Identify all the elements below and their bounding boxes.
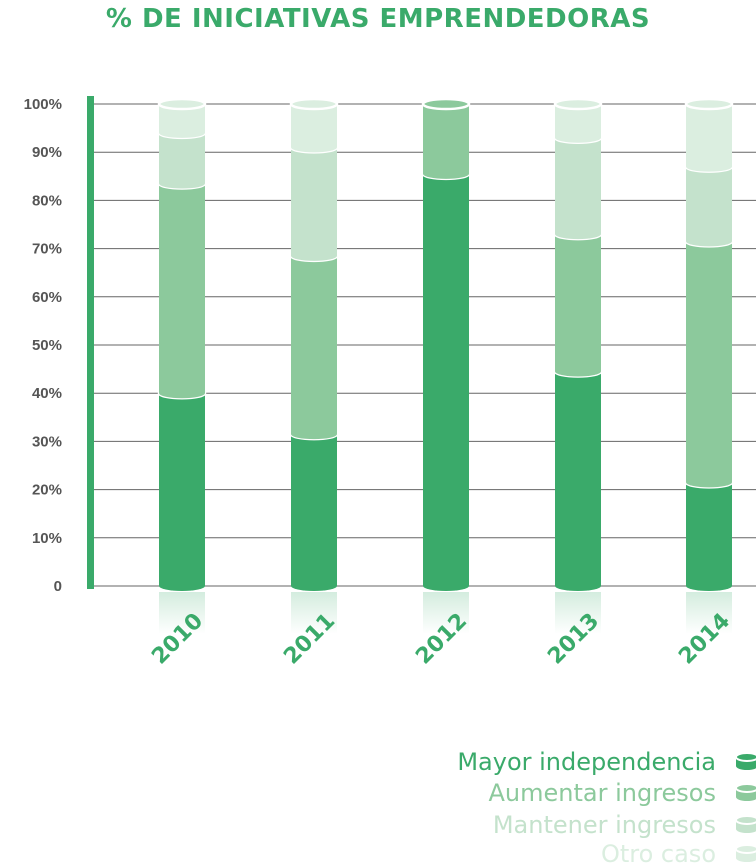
bar-segment	[686, 166, 732, 247]
bar-segment	[291, 147, 337, 261]
y-tick-label: 30%	[32, 433, 62, 450]
bar-reflection	[555, 592, 601, 634]
legend-swatch-top	[735, 783, 756, 793]
y-tick-label: 70%	[32, 241, 62, 258]
bar-segment	[555, 104, 601, 143]
bar-segment	[159, 104, 205, 138]
bar-segment	[159, 183, 205, 399]
bar-segment	[686, 104, 732, 172]
bar-segment-top	[553, 97, 603, 111]
legend: Mayor independencia Aumentar ingresos Mant…	[457, 748, 756, 864]
bar-segment	[686, 482, 732, 591]
y-tick-label: 100%	[24, 96, 62, 113]
bars	[157, 97, 734, 634]
bar-reflection	[159, 592, 205, 634]
bar-segment	[686, 241, 732, 488]
bar-segment	[555, 137, 601, 240]
legend-label: Otro caso	[601, 840, 716, 864]
y-axis-bar	[87, 96, 94, 589]
bar-segment-top	[289, 97, 339, 111]
bar-segment	[291, 104, 337, 153]
legend-swatch-top	[735, 844, 756, 854]
legend-label: Mantener ingresos	[493, 811, 716, 839]
bar-segment-top	[157, 97, 207, 111]
bar-segment	[291, 255, 337, 440]
bar-segment-top	[421, 97, 471, 111]
y-tick-label: 60%	[32, 289, 62, 306]
bar-segment	[423, 173, 469, 591]
legend-label: Mayor independencia	[457, 748, 716, 776]
y-tick-label: 0	[54, 578, 62, 595]
legend-label: Aumentar ingresos	[488, 779, 716, 807]
bar-reflection	[423, 592, 469, 634]
y-tick-label: 90%	[32, 144, 62, 161]
bar-reflection	[291, 592, 337, 634]
bar-segment	[159, 132, 205, 189]
legend-swatch-top	[735, 815, 756, 825]
legend-swatch-top	[735, 752, 756, 762]
bar-segment	[423, 104, 469, 179]
y-tick-labels: 0 10% 20% 30% 40% 50% 60% 70% 80% 90% 100%	[24, 96, 62, 595]
bar-segment-top	[684, 97, 734, 111]
bar-segment	[291, 434, 337, 591]
chart-title: % DE INICIATIVAS EMPRENDEDORAS	[105, 4, 651, 34]
bar-segment	[159, 393, 205, 591]
y-tick-label: 20%	[32, 482, 62, 499]
bar-segment	[555, 371, 601, 591]
y-tick-label: 40%	[32, 385, 62, 402]
y-tick-label: 10%	[32, 530, 62, 547]
y-tick-label: 80%	[32, 192, 62, 209]
y-tick-label: 50%	[32, 337, 62, 354]
bar-reflection	[686, 592, 732, 634]
bar-segment	[555, 234, 601, 377]
